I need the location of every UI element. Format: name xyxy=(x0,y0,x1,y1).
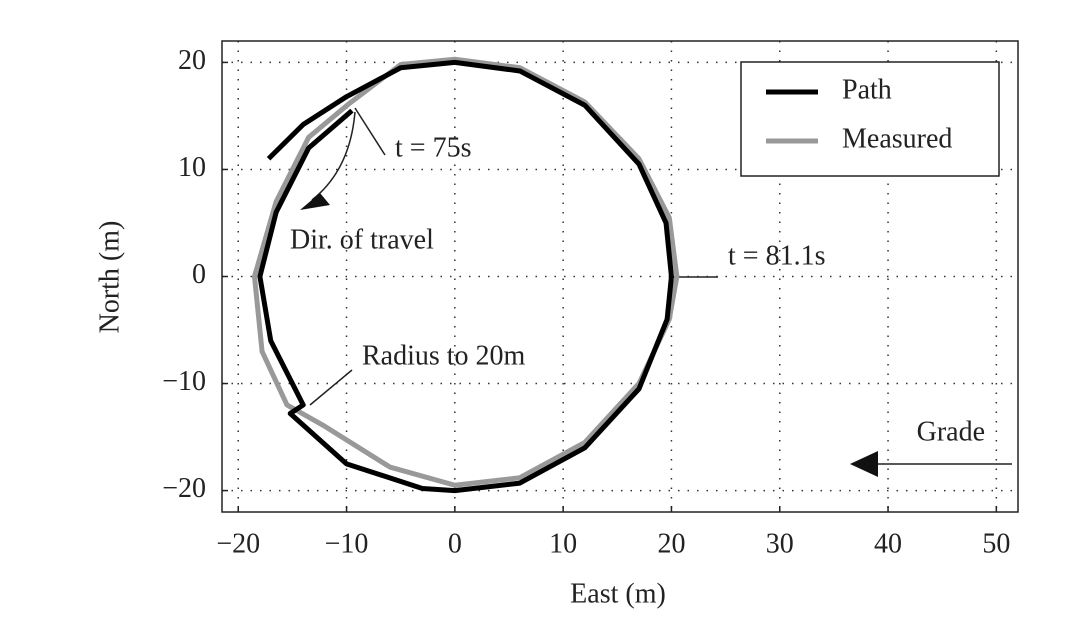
annotation-lines xyxy=(309,107,1012,465)
x-tick-label: 20 xyxy=(657,528,685,559)
y-tick-label: 20 xyxy=(178,45,206,76)
x-tick-label: −10 xyxy=(325,528,369,559)
annotation: Dir. of travel xyxy=(290,224,434,255)
x-tick-label: 40 xyxy=(874,528,902,559)
legend: Path Measured xyxy=(740,61,1000,177)
y-tick-label: −20 xyxy=(162,473,206,504)
series-line xyxy=(257,59,674,494)
x-tick-label: 0 xyxy=(448,528,462,559)
x-axis-label: East (m) xyxy=(570,578,666,609)
legend-label: Path xyxy=(842,74,892,105)
annotation: t = 81.1s xyxy=(728,240,825,271)
arrow-head xyxy=(300,193,330,210)
arrow-head xyxy=(850,451,878,477)
x-tick-label: 10 xyxy=(549,528,577,559)
annotation: Radius to 20m xyxy=(362,340,526,371)
y-tick-label: 10 xyxy=(178,152,206,183)
y-tick-label: 0 xyxy=(192,259,206,290)
x-tick-label: −20 xyxy=(216,528,260,559)
legend-label: Measured xyxy=(842,123,952,154)
annotation: t = 75s xyxy=(395,132,471,163)
y-axis-label: North (m) xyxy=(94,221,125,334)
y-tick-label: −10 xyxy=(162,366,206,397)
annotation: Grade xyxy=(917,416,985,447)
x-tick-label: 30 xyxy=(766,528,794,559)
series-line xyxy=(251,56,680,488)
x-tick-label: 50 xyxy=(982,528,1010,559)
legend-box xyxy=(740,61,1000,177)
